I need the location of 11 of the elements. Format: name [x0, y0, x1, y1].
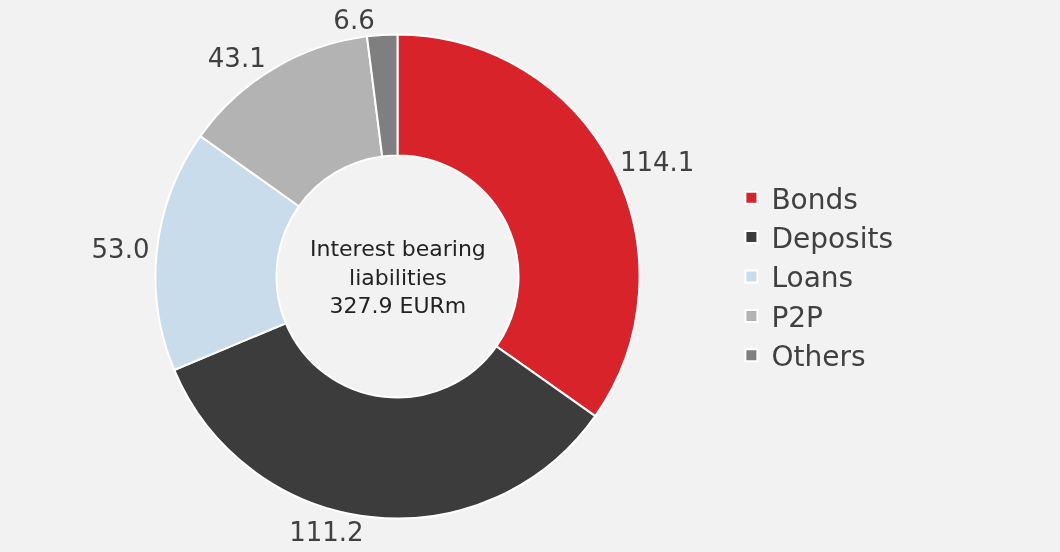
legend-label: Loans: [771, 261, 854, 295]
data-label: 53.0: [91, 234, 150, 265]
data-label: 111.2: [289, 516, 364, 547]
data-label: 6.6: [333, 4, 375, 35]
legend-label: Deposits: [771, 222, 894, 256]
text: Interest bearing liabilities 327.9 EURm: [310, 236, 486, 319]
data-label: 43.1: [207, 42, 266, 73]
legend-label: P2P: [771, 300, 823, 334]
legend-label: Bonds: [771, 182, 858, 216]
legend-label: Others: [771, 340, 866, 374]
data-label: 114.1: [619, 146, 695, 177]
